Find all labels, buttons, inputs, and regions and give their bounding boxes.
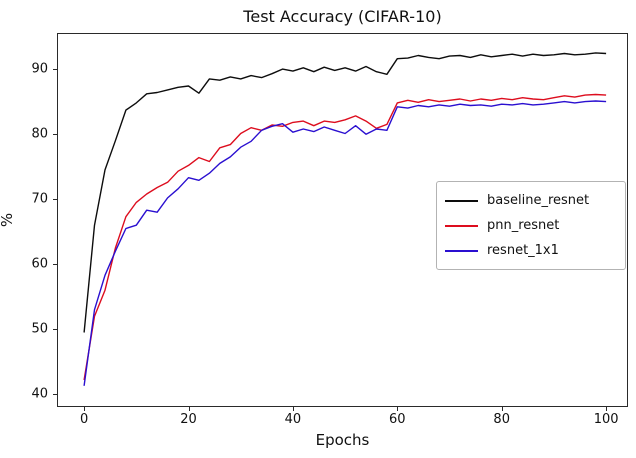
series-line-resnet_1x1 xyxy=(83,100,607,386)
x-tick-label: 20 xyxy=(180,412,197,427)
legend-label: baseline_resnet xyxy=(487,193,590,208)
legend-line-baseline-resnet-icon xyxy=(445,199,478,202)
x-tick-label: 80 xyxy=(493,412,510,427)
plot-area: baseline_resnet pnn_resnet resnet_1x1 xyxy=(57,33,628,407)
y-tick-mark xyxy=(53,394,57,396)
x-tick-label: 100 xyxy=(593,412,619,427)
y-tick-mark xyxy=(53,329,57,331)
legend: baseline_resnet pnn_resnet resnet_1x1 xyxy=(436,181,626,270)
x-tick-mark xyxy=(292,407,294,411)
x-tick-mark xyxy=(188,407,190,411)
legend-label: resnet_1x1 xyxy=(487,243,559,258)
legend-line-pnn-resnet-icon xyxy=(445,224,478,227)
y-tick-mark xyxy=(53,264,57,266)
series-line-baseline_resnet xyxy=(83,52,607,333)
legend-item-baseline-resnet: baseline_resnet xyxy=(445,188,617,213)
x-tick-mark xyxy=(397,407,399,411)
x-tick-mark xyxy=(501,407,503,411)
x-tick-label: 60 xyxy=(389,412,406,427)
x-tick-label: 40 xyxy=(284,412,302,427)
y-tick-label: 70 xyxy=(31,191,48,207)
legend-label: pnn_resnet xyxy=(487,218,560,233)
line-plot xyxy=(83,52,607,386)
y-tick-mark xyxy=(53,199,57,201)
x-axis-label: Epochs xyxy=(315,431,370,449)
legend-item-resnet-1x1: resnet_1x1 xyxy=(445,238,617,263)
y-tick-label: 90 xyxy=(31,61,48,77)
y-tick-label: 80 xyxy=(31,126,48,142)
y-tick-mark xyxy=(53,69,57,71)
legend-item-pnn-resnet: pnn_resnet xyxy=(445,213,617,238)
y-tick-label: 60 xyxy=(31,256,48,272)
y-tick-label: 50 xyxy=(31,321,48,337)
x-tick-mark xyxy=(84,407,86,411)
legend-line-resnet-1x1-icon xyxy=(445,249,478,252)
y-tick-label: 40 xyxy=(31,386,48,402)
x-tick-mark xyxy=(606,407,608,411)
x-tick-label: 0 xyxy=(79,412,89,427)
series-line-pnn_resnet xyxy=(83,93,607,381)
y-axis-label: % xyxy=(0,200,16,240)
y-tick-mark xyxy=(53,134,57,136)
chart-title: Test Accuracy (CIFAR-10) xyxy=(243,7,442,26)
